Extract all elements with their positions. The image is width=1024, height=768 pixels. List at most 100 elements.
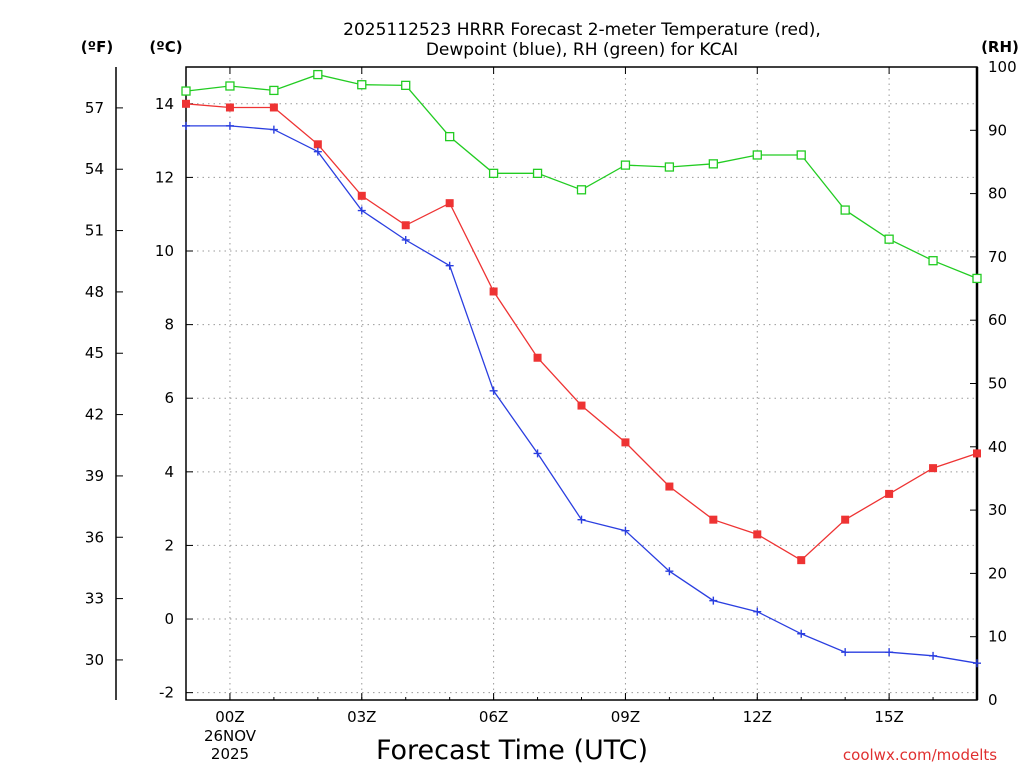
- temperature-point: [797, 556, 806, 565]
- dewpoint-point: [489, 386, 498, 395]
- dewpoint-point: [357, 206, 366, 215]
- rh-point: [401, 80, 411, 91]
- x-tick-label: 03Z: [347, 708, 376, 726]
- rh-point: [620, 160, 631, 170]
- rh-tick-label: 70: [988, 248, 1007, 266]
- rh-point: [357, 80, 367, 90]
- axes: 00Z 03Z 06Z 09Z 12Z 15Z -2 0 2 4 6 8 10 12 14 0 10 20 30 40…: [85, 58, 1017, 726]
- dewpoint-point: [225, 121, 234, 130]
- dewpoint-point: [973, 659, 981, 668]
- temperature-point: [182, 99, 190, 108]
- temperature-point: [621, 438, 630, 447]
- rh-tick-label: 10: [988, 628, 1007, 646]
- chart-title-line-2: Dewpoint (blue), RH (green) for KCAI: [426, 40, 738, 60]
- date-label-day: 26NOV: [204, 727, 257, 745]
- celsius-tick-label: 0: [164, 610, 174, 628]
- rh-tick-label: 30: [988, 501, 1007, 519]
- x-tick-label: 15Z: [874, 708, 903, 726]
- celsius-unit-label: (ºC): [149, 38, 182, 56]
- temperature-point: [577, 401, 586, 410]
- dewpoint-point: [577, 515, 586, 524]
- rh-unit-label: (RH): [981, 38, 1019, 56]
- rh-point: [445, 131, 455, 142]
- data-series: [181, 69, 982, 668]
- temperature-point: [225, 103, 234, 112]
- rh-tick-label: 0: [988, 691, 998, 709]
- temperature-point: [269, 103, 278, 112]
- dewpoint-point: [665, 567, 674, 576]
- fahrenheit-tick-label: 30: [85, 651, 104, 669]
- temperature-point: [357, 191, 366, 200]
- x-axis-title: Forecast Time (UTC): [376, 735, 648, 766]
- dewpoint-point: [929, 651, 938, 660]
- celsius-tick-label: 8: [164, 316, 174, 334]
- rh-point: [708, 159, 718, 169]
- rh-point: [928, 256, 938, 266]
- dewpoint-point: [533, 449, 542, 458]
- temperature-point: [313, 140, 322, 149]
- temperature-point: [445, 199, 454, 208]
- rh-point: [313, 69, 323, 80]
- dewpoint-point: [269, 125, 278, 134]
- dewpoint-point: [709, 596, 718, 605]
- celsius-tick-label: 6: [164, 389, 174, 407]
- temperature-point: [709, 515, 718, 524]
- temperature-point: [533, 353, 542, 362]
- dewpoint-point: [841, 648, 850, 657]
- dewpoint-point: [313, 147, 322, 156]
- temperature-point: [841, 515, 850, 524]
- celsius-tick-label: 4: [164, 463, 174, 481]
- rh-tick-label: 40: [988, 438, 1007, 456]
- fahrenheit-tick-label: 54: [85, 160, 104, 178]
- date-label-year: 2025: [211, 745, 249, 763]
- rh-point: [664, 162, 675, 172]
- rh-point: [225, 81, 235, 91]
- fahrenheit-tick-label: 45: [85, 344, 104, 362]
- rh-point: [576, 185, 587, 195]
- temperature-point: [929, 464, 938, 473]
- temperature-point: [973, 449, 981, 458]
- dewpoint-line: [186, 125, 978, 664]
- rh-point: [796, 150, 806, 160]
- celsius-tick-label: 10: [155, 242, 174, 260]
- temperature-point: [885, 489, 894, 498]
- rh-point: [488, 168, 499, 178]
- dewpoint-point: [797, 629, 806, 638]
- fahrenheit-tick-label: 39: [85, 467, 104, 485]
- rh-tick-label: 90: [988, 121, 1007, 139]
- celsius-tick-label: 14: [155, 95, 174, 113]
- rh-point: [752, 150, 762, 160]
- rh-point: [840, 205, 850, 215]
- rh-point: [532, 168, 543, 178]
- dewpoint-point: [753, 607, 762, 616]
- temperature-point: [489, 287, 498, 296]
- rh-tick-label: 60: [988, 311, 1007, 329]
- rh-point: [269, 85, 279, 96]
- chart-title-line-1: 2025112523 HRRR Forecast 2-meter Tempera…: [343, 20, 821, 40]
- x-tick-label: 12Z: [743, 708, 772, 726]
- fahrenheit-unit-label: (ºF): [81, 38, 113, 56]
- dewpoint-point: [445, 261, 454, 270]
- dewpoint-point: [401, 235, 410, 244]
- plot-frame: [185, 66, 978, 701]
- fahrenheit-tick-label: 48: [85, 283, 104, 301]
- temperature-point: [665, 482, 674, 491]
- temperature-point: [401, 221, 410, 230]
- rh-point: [884, 234, 894, 244]
- fahrenheit-tick-label: 36: [85, 528, 104, 546]
- dewpoint-point: [885, 648, 894, 657]
- dewpoint-point: [621, 526, 630, 535]
- celsius-tick-label: -2: [159, 684, 174, 702]
- fahrenheit-tick-label: 51: [85, 222, 104, 240]
- rh-tick-label: 50: [988, 375, 1007, 393]
- dewpoint-point: [182, 121, 190, 130]
- rh-tick-label: 20: [988, 564, 1007, 582]
- temperature-line: [185, 103, 978, 562]
- x-tick-label: 06Z: [479, 708, 508, 726]
- rh-tick-label: 80: [988, 185, 1007, 203]
- rh-point: [972, 273, 982, 284]
- celsius-tick-label: 12: [155, 168, 174, 186]
- fahrenheit-tick-label: 42: [85, 406, 104, 424]
- rh-point: [181, 86, 191, 96]
